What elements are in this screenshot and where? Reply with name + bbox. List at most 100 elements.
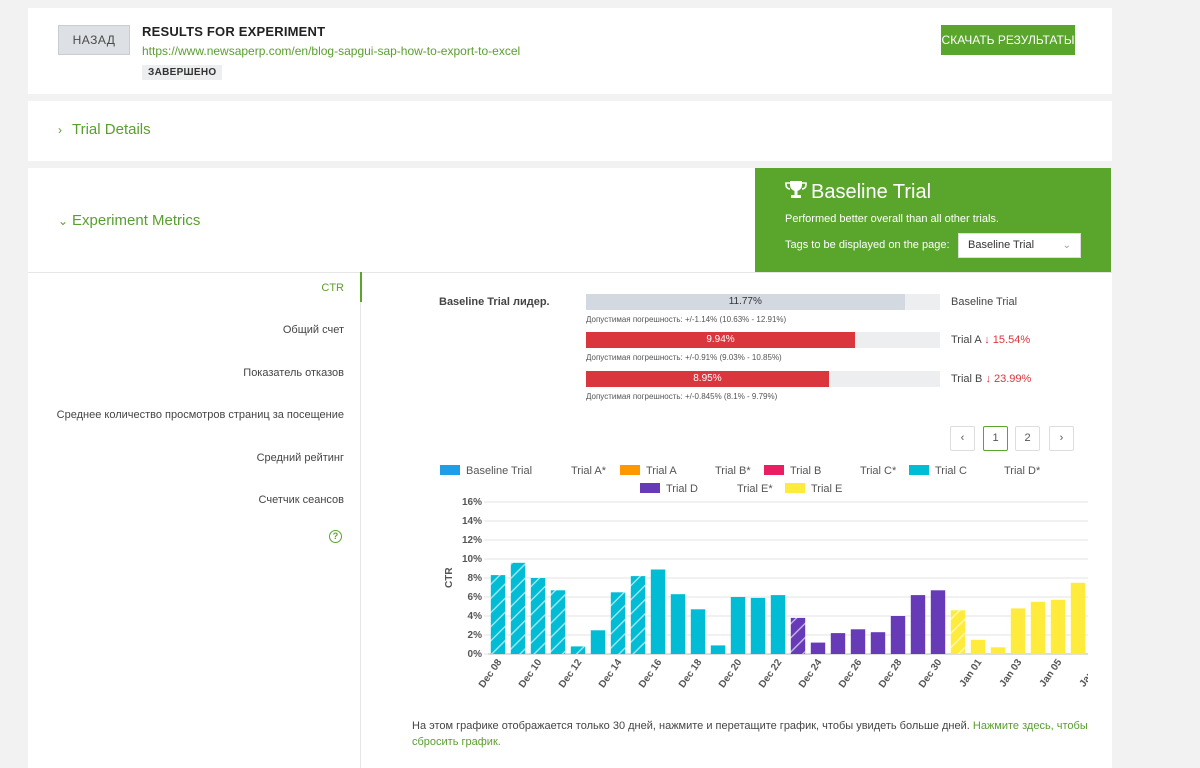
legend-item[interactable]: Trial A — [620, 465, 677, 477]
chart-footnote: На этом графике отображается только 30 д… — [412, 718, 1092, 750]
metric-item-bounce-rate[interactable]: Показатель отказов — [243, 367, 344, 379]
x-axis: Dec 08 Dec 10 Dec 12 Dec 14 Dec 16 Dec 18 Dec … — [477, 657, 1088, 690]
comparison-bar-value: 9.94% — [706, 334, 735, 345]
y-tick-label: 2% — [468, 630, 483, 641]
bar-dec-30[interactable] — [930, 590, 946, 654]
bar-dec-27[interactable] — [870, 632, 886, 654]
bar-dec-19[interactable] — [710, 645, 726, 654]
download-results-button[interactable]: СКАЧАТЬ РЕЗУЛЬТАТЫ — [941, 25, 1075, 55]
comparison-bar-fill — [586, 371, 829, 387]
winner-banner: Baseline Trial Performed better overall … — [755, 168, 1111, 272]
legend-item[interactable]: Trial E — [785, 483, 842, 495]
y-tick-label: 0% — [468, 649, 483, 660]
bar-jan-04[interactable] — [1030, 601, 1046, 655]
comparison-bar: 11.77% — [586, 294, 940, 310]
legend-item[interactable]: Trial C* — [860, 465, 896, 477]
pager-next-button[interactable]: › — [1049, 426, 1074, 451]
x-tick-label: Jan 01 — [958, 657, 985, 689]
metric-item-avg-rating[interactable]: Средний рейтинг — [256, 452, 344, 464]
legend-label: Trial D* — [1004, 465, 1041, 477]
legend-swatch — [440, 465, 460, 475]
comparison-trial-name: Baseline Trial — [951, 296, 1017, 308]
legend-label: Trial E — [811, 483, 843, 495]
reset-chart-link[interactable]: Нажмите здесь, чтобы сбросить график. — [412, 720, 1088, 748]
experiment-metrics-toggle[interactable]: ⌄ Experiment Metrics — [58, 212, 200, 229]
bar-dec-17[interactable] — [670, 594, 686, 654]
legend-item[interactable]: Trial D — [640, 483, 698, 495]
metric-item-ctr[interactable]: CTR — [321, 282, 344, 294]
trial-name: Trial A — [951, 334, 982, 346]
bar-dec-15[interactable] — [630, 576, 646, 654]
y-axis-label: CTR — [444, 567, 455, 588]
bar-dec-08[interactable] — [490, 575, 506, 654]
bar-jan-02[interactable] — [990, 647, 1006, 654]
bar-dec-11[interactable] — [550, 590, 566, 654]
legend-swatch — [764, 465, 784, 475]
bar-jan-05[interactable] — [1050, 599, 1066, 654]
legend-item[interactable]: Trial C — [909, 465, 967, 477]
legend-item[interactable]: Trial B — [764, 465, 821, 477]
trial-details-toggle[interactable]: › Trial Details — [58, 121, 151, 138]
bar-dec-25[interactable] — [830, 633, 846, 654]
y-tick-label: 14% — [462, 516, 482, 527]
x-tick-label: Jan 05 — [1038, 657, 1065, 689]
margin-of-error-note: Допустимая погрешность: +/-1.14% (10.63%… — [586, 315, 787, 324]
help-icon[interactable]: ? — [329, 530, 342, 543]
legend-swatch — [909, 465, 929, 475]
legend-item[interactable]: Trial B* — [715, 465, 751, 477]
legend-label: Trial B — [790, 465, 822, 477]
comparison-bar-fill — [586, 332, 856, 348]
arrow-down-icon: ↓ — [985, 373, 991, 385]
legend-label: Baseline Trial — [466, 465, 533, 477]
bar-dec-09[interactable] — [510, 562, 526, 654]
ctr-bar-chart[interactable]: 0%2%4%6%8%10%12%14%16% CTR Dec 08 Dec 10 D… — [388, 488, 1088, 708]
bar-dec-31[interactable] — [950, 610, 966, 654]
pager-page-2[interactable]: 2 — [1015, 426, 1040, 451]
bar-dec-13[interactable] — [590, 630, 606, 655]
trial-name: Baseline Trial — [951, 296, 1018, 308]
legend-item[interactable]: Trial D* — [1004, 465, 1040, 477]
bar-dec-28[interactable] — [890, 616, 906, 654]
legend-label: Trial C* — [860, 465, 897, 477]
comparison-trial-name: Trial A ↓ 15.54% — [951, 334, 1030, 346]
results-header: НАЗАД RESULTS FOR EXPERIMENT https://www… — [28, 8, 1112, 94]
metric-item-session-count[interactable]: Счетчик сеансов — [258, 494, 344, 506]
bar-dec-14[interactable] — [610, 592, 626, 655]
chart-grid — [484, 501, 1088, 655]
comparison-bar-value: 11.77% — [728, 296, 762, 307]
bar-dec-12[interactable] — [570, 646, 586, 654]
tags-select[interactable]: Baseline Trial ⌄ — [958, 233, 1081, 258]
legend-label: Trial D — [666, 483, 698, 495]
bar-dec-29[interactable] — [910, 595, 926, 654]
bar-jan-03[interactable] — [1010, 608, 1026, 654]
bar-dec-18[interactable] — [690, 609, 706, 654]
bar-dec-26[interactable] — [850, 629, 866, 654]
legend-item[interactable]: Trial A* — [571, 465, 606, 477]
bar-dec-22[interactable] — [770, 595, 786, 654]
experiment-url-link[interactable]: https://www.newsaperp.com/en/blog-sapgui… — [142, 44, 521, 58]
comparison-bar: 9.94% — [586, 332, 940, 348]
bar-dec-10[interactable] — [530, 578, 546, 654]
active-metric-indicator — [360, 272, 362, 302]
bar-dec-16[interactable] — [650, 569, 666, 655]
margin-of-error-note: Допустимая погрешность: +/-0.91% (9.03% … — [586, 353, 782, 362]
bar-jan-06[interactable] — [1070, 582, 1086, 655]
legend-item[interactable]: Trial E* — [737, 483, 773, 495]
legend-label: Trial C — [935, 465, 967, 477]
legend-item[interactable]: Baseline Trial — [440, 465, 532, 477]
x-tick-label: Dec 24 — [797, 657, 825, 690]
y-tick-label: 4% — [468, 611, 483, 622]
back-button[interactable]: НАЗАД — [58, 25, 130, 55]
bar-dec-21[interactable] — [750, 597, 766, 654]
pager-prev-button[interactable]: ‹ — [950, 426, 975, 451]
arrow-down-icon: ↓ — [984, 334, 990, 346]
bar-dec-23[interactable] — [790, 617, 806, 654]
status-badge: ЗАВЕРШЕНО — [142, 65, 223, 80]
metric-item-total-score[interactable]: Общий счет — [282, 324, 344, 336]
bar-jan-01[interactable] — [970, 639, 986, 655]
metric-item-pages-per-visit[interactable]: Среднее количество просмотров страниц за… — [56, 409, 344, 421]
bar-dec-24[interactable] — [810, 642, 826, 654]
y-axis: 0% 2% 4% 6% 8% 10% 12% 14% 16% — [462, 497, 482, 660]
pager-page-1[interactable]: 1 — [983, 426, 1008, 451]
bar-dec-20[interactable] — [730, 597, 746, 654]
